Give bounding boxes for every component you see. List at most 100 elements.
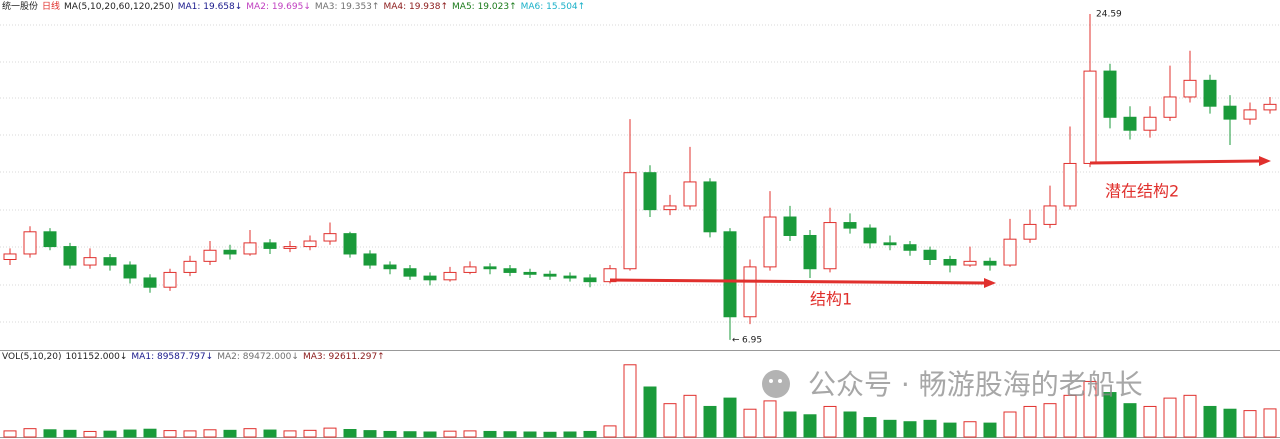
volume-bar xyxy=(903,421,917,438)
candle-body xyxy=(1183,79,1197,98)
header-item: VOL(5,10,20) xyxy=(2,352,61,362)
candle-body xyxy=(783,216,797,236)
candle-body xyxy=(883,242,897,246)
volume-bar xyxy=(323,427,337,438)
candle-body xyxy=(503,268,517,273)
wechat-icon xyxy=(762,370,790,398)
header-item: MA4: 19.938↑ xyxy=(383,2,448,12)
volume-bar xyxy=(403,431,417,438)
volume-bar xyxy=(343,429,357,438)
candle-body xyxy=(763,216,777,268)
volume-bar xyxy=(783,411,797,438)
candle-body xyxy=(123,264,137,279)
volume-bar xyxy=(363,430,377,438)
candle-body xyxy=(23,231,37,255)
wechat-icon xyxy=(769,379,773,383)
volume-bar xyxy=(1123,403,1137,438)
candle-body xyxy=(343,233,357,255)
candle-body xyxy=(683,181,697,207)
volume-bar xyxy=(883,419,897,438)
candle-body xyxy=(1003,238,1017,266)
high-label: 24.59 xyxy=(1096,10,1122,20)
volume-bar xyxy=(303,429,317,438)
watermark: 公众号 · 畅游股海的老船长 xyxy=(762,368,1143,401)
volume-bar xyxy=(263,429,277,438)
low-arrow: ← xyxy=(732,335,740,345)
candle-body xyxy=(1043,205,1057,225)
header-item: MA6: 15.504↑ xyxy=(521,2,586,12)
volume-bar xyxy=(503,431,517,438)
candle-body xyxy=(963,260,977,266)
candle-body xyxy=(1143,116,1157,131)
candle-body xyxy=(543,273,557,277)
header-item: 日线 xyxy=(42,0,60,12)
candle-body xyxy=(223,249,237,255)
volume-bar xyxy=(1183,394,1197,438)
volume-bar xyxy=(483,430,497,438)
volume-bar xyxy=(83,430,97,438)
volume-bar xyxy=(523,431,537,438)
arrows xyxy=(609,156,1271,288)
volume-bar xyxy=(563,431,577,438)
header-item: 101152.000↓ xyxy=(65,352,127,362)
volume-bar xyxy=(543,431,557,438)
wechat-icon xyxy=(778,379,782,383)
candle-body xyxy=(1063,162,1077,207)
header-item: MA3: 19.353↑ xyxy=(315,2,380,12)
candle-body xyxy=(1223,105,1237,120)
candle-body xyxy=(823,222,837,270)
volume-bar xyxy=(1203,405,1217,438)
volume-bar xyxy=(463,430,477,438)
candle-body xyxy=(663,205,677,211)
candle-body xyxy=(1163,96,1177,118)
volume-bar xyxy=(983,422,997,438)
volume-bar xyxy=(603,425,617,438)
candle-body xyxy=(603,268,617,283)
candle-body xyxy=(243,242,257,255)
volume-bar xyxy=(643,386,657,438)
candle-body xyxy=(1203,79,1217,107)
header-item: 统一股份 xyxy=(2,0,38,12)
volume-bar xyxy=(23,428,37,438)
candle-body xyxy=(863,227,877,244)
volume-bar xyxy=(1163,397,1177,438)
candle-body xyxy=(1103,70,1117,118)
candle-body xyxy=(1023,223,1037,240)
candle-body xyxy=(843,222,857,229)
candle-body xyxy=(523,271,537,275)
header-item: MA2: 89472.000↓ xyxy=(217,352,299,362)
volume-bar xyxy=(223,429,237,438)
candle-body xyxy=(563,275,577,279)
volume-bar xyxy=(63,429,77,438)
volume-bar xyxy=(123,429,137,438)
volume-bar xyxy=(423,431,437,438)
low-label: 6.95 xyxy=(742,335,762,345)
volume-bar xyxy=(383,430,397,438)
volume-bar xyxy=(443,430,457,438)
volume-bar xyxy=(203,429,217,438)
volume-bar xyxy=(1143,405,1157,438)
volume-bar xyxy=(623,364,637,438)
volume-bar xyxy=(3,430,17,438)
annotation: 潜在结构2 xyxy=(1105,182,1179,201)
candle-body xyxy=(803,234,817,270)
candle-body xyxy=(183,260,197,273)
volume-bar xyxy=(1083,380,1097,438)
candle-body xyxy=(283,246,297,249)
candle-body xyxy=(1243,109,1257,120)
volume-bar xyxy=(1023,405,1037,438)
candle-body xyxy=(43,231,57,248)
header-item: MA3: 92611.297↑ xyxy=(303,352,385,362)
volume-bars xyxy=(3,364,1277,438)
volume-bar xyxy=(1003,411,1017,438)
volume-bar xyxy=(103,430,117,438)
volume-bar xyxy=(723,397,737,438)
candle-body xyxy=(983,260,997,266)
arrow-head xyxy=(1259,156,1271,166)
volume-bar xyxy=(863,417,877,438)
candle-body xyxy=(103,257,117,266)
volume-bar xyxy=(1063,394,1077,438)
candle-body xyxy=(943,258,957,266)
volume-bar xyxy=(743,408,757,438)
